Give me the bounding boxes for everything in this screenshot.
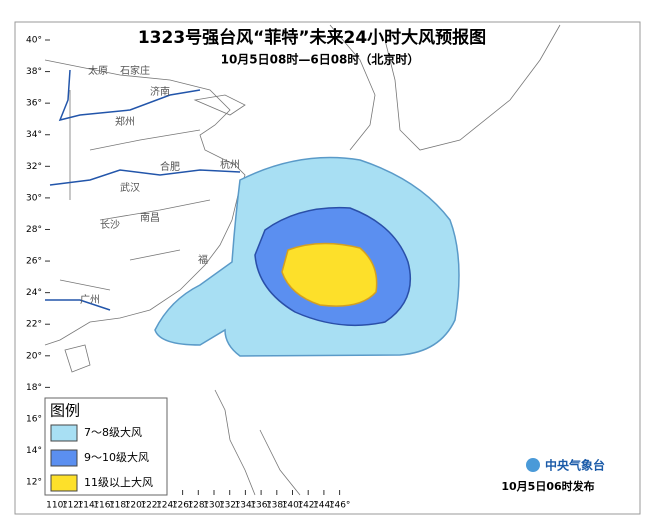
legend-items: 7～8级大风 9～10级大风 11级以上大风 <box>50 424 153 492</box>
lat-label: 30° <box>26 193 42 203</box>
axis-ticks: 40° 38° 36° 34° 32° 30° 28° 26° 24° 22° 20° 18° 16° 1… <box>26 36 350 511</box>
legend-label: 11级以上大风 <box>84 475 153 489</box>
lat-label: 36° <box>26 99 42 109</box>
subtitle: 10月5日08时—6日08时（北京时） <box>221 52 420 67</box>
lat-label: 20° <box>26 351 42 361</box>
city: 福 <box>198 253 208 266</box>
city: 郑州 <box>115 115 135 128</box>
lon-label: 136° <box>250 501 272 511</box>
wind-zones <box>154 156 460 357</box>
lon-label: 126° <box>172 501 194 511</box>
lat-label: 24° <box>26 288 42 298</box>
city: 长沙 <box>100 219 120 231</box>
city: 合肥 <box>160 160 180 173</box>
zone-11 <box>281 242 378 307</box>
city: 杭州 <box>220 158 240 171</box>
lon-label: 142° <box>297 501 319 511</box>
lon-label: 116° <box>93 501 115 511</box>
lon-label: 114° <box>78 501 100 511</box>
logo-icon <box>526 458 540 472</box>
city: 南昌 <box>140 211 160 224</box>
lat-label: 18° <box>26 383 42 393</box>
lon-label: 122° <box>140 501 162 511</box>
lon-label: 130° <box>203 501 225 511</box>
title: 1323号强台风“菲特”未来24小时大风预报图 <box>138 27 486 48</box>
legend-swatch <box>50 449 78 467</box>
lon-label: 132° <box>219 501 241 511</box>
legend-title: 图例 <box>50 402 80 420</box>
issued: 10月5日06时发布 <box>501 479 594 493</box>
lat-label: 28° <box>26 225 42 235</box>
lon-label: 128° <box>187 501 209 511</box>
lat-label: 16° <box>26 414 42 424</box>
lat-label: 32° <box>26 162 42 172</box>
lon-label: 138° <box>266 501 288 511</box>
city: 广州 <box>80 294 100 306</box>
legend: 图例 7～8级大风 9～10级大风 11级以上大风 <box>44 397 168 496</box>
lon-label: 110° <box>46 501 68 511</box>
lat-label: 38° <box>26 67 42 77</box>
city: 太原 <box>88 64 108 77</box>
lon-label: 118° <box>109 501 131 511</box>
city: 武汉 <box>120 181 140 194</box>
legend-label: 9～10级大风 <box>84 450 149 464</box>
lat-label: 14° <box>26 446 42 456</box>
legend-label: 7～8级大风 <box>84 425 142 439</box>
city: 石家庄 <box>120 64 150 77</box>
logo: 中央气象台 <box>545 458 605 473</box>
lat-label: 40° <box>26 36 42 46</box>
lon-label: 144° <box>313 501 335 511</box>
land <box>44 24 561 496</box>
lat-label: 34° <box>26 130 42 140</box>
lat-label: 12° <box>26 478 42 488</box>
lon-label: 124° <box>156 501 178 511</box>
legend-swatch <box>50 474 78 492</box>
lat-label: 26° <box>26 257 42 267</box>
lon-label: 140° <box>282 501 304 511</box>
lon-label: 146° <box>329 501 351 511</box>
lat-label: 22° <box>26 320 42 330</box>
legend-swatch <box>50 424 78 442</box>
rivers <box>45 69 241 311</box>
lon-label: 112° <box>62 501 84 511</box>
lon-label: 134° <box>235 501 257 511</box>
city: 济南 <box>150 85 170 98</box>
lon-label: 120° <box>125 501 147 511</box>
